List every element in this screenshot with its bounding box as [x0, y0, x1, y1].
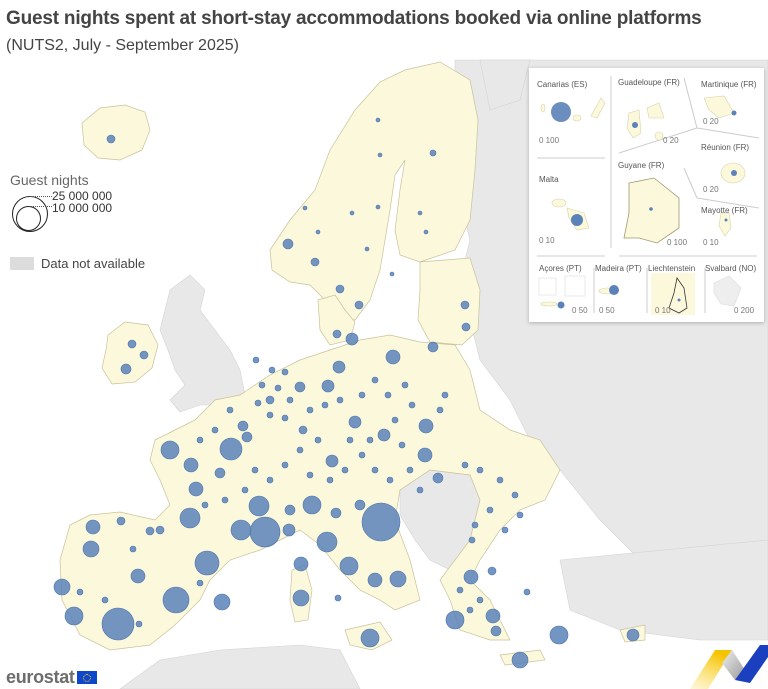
no-data-label: Data not available — [41, 256, 146, 271]
inset-scale-liechtenstein: 0 10 — [655, 306, 671, 315]
inset-label-guyane: Guyane (FR) — [618, 161, 665, 170]
legend-value-large: 25 000 000 — [52, 189, 113, 203]
legend: Guest nights 25 000 000 10 000 000 Data … — [10, 172, 160, 271]
inset-label-reunion: Réunion (FR) — [701, 143, 750, 152]
inset-label-svalbard: Svalbard (NO) — [705, 264, 757, 273]
inset-scale-madeira: 0 50 — [599, 306, 615, 315]
inset-scale-guadeloupe: 0 20 — [663, 136, 679, 145]
legend-no-data: Data not available — [10, 256, 145, 271]
no-data-swatch — [10, 257, 34, 270]
inset-scale-guyane: 0 100 — [667, 238, 688, 247]
inset-scale-acores: 0 50 — [572, 306, 588, 315]
insets-graphics — [537, 76, 760, 315]
decorative-ribbon — [690, 645, 768, 689]
inset-label-martinique: Martinique (FR) — [701, 80, 757, 89]
insets-panel: Canarias (ES) 0 100 Guadeloupe (FR) 0 20… — [529, 68, 764, 322]
eu-flag-icon — [76, 671, 97, 684]
inset-label-mayotte: Mayotte (FR) — [701, 206, 748, 215]
data-land — [59, 61, 646, 666]
chart-subtitle: (NUTS2, July - September 2025) — [6, 37, 239, 54]
inset-scale-martinique: 0 20 — [703, 117, 719, 126]
inset-scale-reunion: 0 20 — [703, 185, 719, 194]
legend-title: Guest nights — [10, 172, 89, 188]
inset-scale-canarias: 0 100 — [539, 136, 560, 145]
legend-leader-small — [30, 206, 52, 207]
legend-circle-small — [16, 206, 41, 231]
eurostat-logo: eurostat — [6, 667, 97, 688]
inset-label-canarias: Canarias (ES) — [537, 80, 588, 89]
legend-value-small: 10 000 000 — [52, 201, 113, 215]
logo-text: eurostat — [6, 667, 75, 687]
legend-leader-large — [30, 196, 52, 197]
inset-label-acores: Açores (PT) — [539, 264, 582, 273]
inset-label-liechtenstein: Liechtenstein — [648, 264, 696, 273]
inset-scale-svalbard: 0 200 — [734, 306, 755, 315]
inset-scale-mayotte: 0 10 — [703, 238, 719, 247]
chart-title: Guest nights spent at short-stay accommo… — [6, 8, 702, 29]
legend-size-circles: 25 000 000 10 000 000 — [10, 188, 160, 238]
bubbles — [53, 117, 640, 669]
inset-label-guadeloupe: Guadeloupe (FR) — [618, 78, 680, 87]
inset-scale-malta: 0 10 — [539, 236, 555, 245]
inset-label-madeira: Madeira (PT) — [595, 264, 642, 273]
inset-label-malta: Malta — [539, 175, 559, 184]
